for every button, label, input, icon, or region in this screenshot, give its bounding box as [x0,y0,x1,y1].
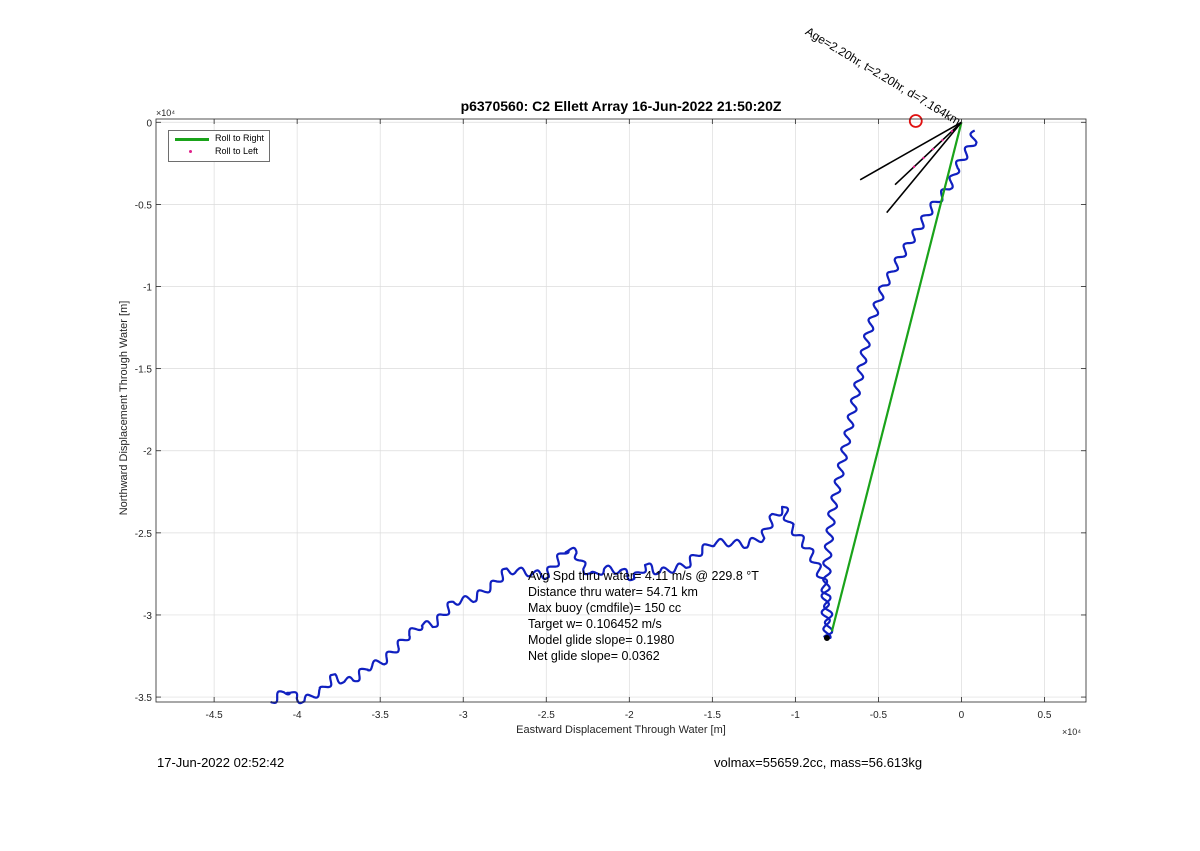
x-axis-label: Eastward Displacement Through Water [m] [516,724,726,736]
cone-line [894,121,962,186]
y-tick-label: -2 [143,447,152,458]
roll-left-dot [941,138,944,142]
y-tick-label: -3 [143,611,152,622]
current-position-marker [823,634,830,641]
legend-label-roll-left: Roll to Left [215,146,259,156]
y-axis-label: Northward Displacement Through Water [m] [118,301,130,516]
x-axis-multiplier: ×10⁴ [1062,727,1081,737]
stat-avg-speed: Avg Spd thru water= 4.11 m/s @ 229.8 °T [528,569,759,583]
x-tick-label: -4.5 [206,710,224,721]
legend-label-roll-right: Roll to Right [215,133,265,143]
plot-series [270,114,978,705]
x-tick-label: -0.5 [870,710,888,721]
footer-timestamp: 17-Jun-2022 02:52:42 [157,755,285,770]
stat-model-glide: Model glide slope= 0.1980 [528,633,675,647]
stat-net-glide: Net glide slope= 0.0362 [528,649,660,663]
stat-distance: Distance thru water= 54.71 km [528,585,698,599]
y-axis-multiplier: ×10⁴ [156,108,175,118]
legend-item-roll-right: Roll to Right [169,132,269,146]
x-tick-label: -1.5 [704,710,722,721]
roll-left-dot [922,156,925,160]
legend-swatch-roll-left [189,150,192,153]
roll-left-dot [931,147,935,151]
y-tick-label: -1 [143,283,152,294]
stat-max-buoy: Max buoy (cmdfile)= 150 cc [528,601,682,615]
legend: Roll to Right Roll to Left [168,130,270,162]
x-tick-label: -3.5 [372,710,390,721]
cone-line [886,121,963,214]
x-tick-label: 0.5 [1038,710,1052,721]
net-displacement-line [830,122,963,632]
chart-title: p6370560: C2 Ellett Array 16-Jun-2022 21… [461,98,782,114]
y-tick-label: -2.5 [135,529,153,540]
x-tick-label: -3 [459,710,468,721]
y-tick-label: -0.5 [135,200,153,211]
axis-ticks: -4.5 -4 -3.5 -3 -2.5 -2 -1.5 -1 -0.5 0 0.5 0 -0.5 -1 -… [135,118,1086,721]
cone-annotation: Age=2.20hr, t=2.20hr, d=7.164km [803,24,963,128]
plot-frame [155,118,1087,703]
legend-swatch-roll-right [175,138,209,141]
x-tick-label: 0 [959,710,965,721]
x-tick-label: -4 [293,710,302,721]
target-marker [908,114,923,128]
footer-volmax-mass: volmax=55659.2cc, mass=56.613kg [714,755,923,770]
cone-line [859,121,962,181]
x-tick-label: -2 [625,710,634,721]
y-tick-label: 0 [146,118,152,129]
stat-target-w: Target w= 0.106452 m/s [528,617,662,631]
x-tick-label: -1 [791,710,800,721]
x-tick-label: -2.5 [538,710,556,721]
roll-left-dot [912,165,916,169]
stats-annotation: Avg Spd thru water= 4.11 m/s @ 229.8 °T … [528,568,759,664]
roll-left-dot [950,129,954,133]
legend-item-roll-left: Roll to Left [169,145,269,159]
y-tick-label: -1.5 [135,365,153,376]
y-tick-label: -3.5 [135,693,153,704]
track-line [270,129,978,705]
